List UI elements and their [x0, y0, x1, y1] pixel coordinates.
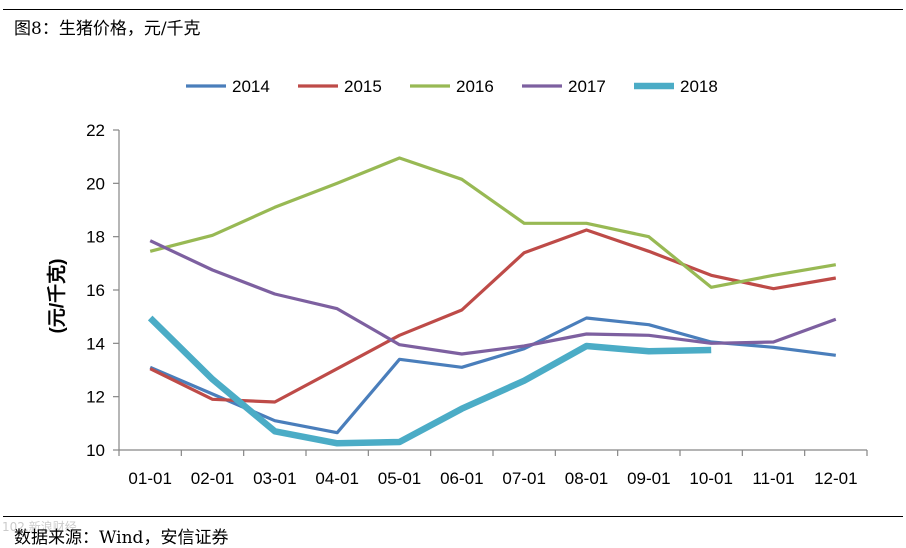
y-tick-label: 10 [86, 441, 105, 460]
series-lines [147, 156, 837, 447]
y-axis-label: (元/千克) [45, 259, 68, 334]
figure-caption: 图8：生猪价格，元/千克 [14, 19, 201, 39]
legend-label-2017: 2017 [568, 77, 606, 96]
x-tick-label: 09-01 [627, 469, 670, 488]
series-line-2018 [147, 315, 712, 447]
x-tick-label: 11-01 [752, 469, 794, 488]
y-tick-label: 12 [86, 388, 105, 407]
legend-label-2015: 2015 [344, 77, 382, 96]
x-tick-label: 07-01 [502, 469, 545, 488]
series-line-2017 [149, 239, 837, 356]
source-note: 数据来源：Wind，安信证券 [14, 528, 229, 548]
x-tick-label: 08-01 [565, 469, 608, 488]
x-tick-label: 03-01 [253, 469, 296, 488]
bottom-rule [3, 516, 903, 517]
series-line-2015 [149, 228, 837, 404]
x-tick-label: 02-01 [191, 469, 234, 488]
x-tick-label: 01-01 [128, 469, 171, 488]
x-tick-label: 06-01 [440, 469, 483, 488]
legend-label-2018: 2018 [680, 77, 718, 96]
x-tick-label: 05-01 [378, 469, 421, 488]
x-tick-label: 12-01 [814, 469, 857, 488]
y-axis: 10 12 14 16 18 20 22 [86, 121, 120, 460]
x-axis: 01-01 02-01 03-01 04-01 05-01 06-01 07-01 08-01… [118, 449, 868, 488]
y-tick-label: 22 [86, 121, 105, 140]
y-tick-label: 14 [86, 334, 105, 353]
chart-legend: 2014 2015 2016 2017 2018 [186, 77, 718, 96]
legend-label-2016: 2016 [456, 77, 494, 96]
series-line-2016 [149, 156, 837, 289]
x-tick-label: 04-01 [315, 469, 358, 488]
y-tick-label: 16 [86, 281, 105, 300]
legend-label-2014: 2014 [232, 77, 270, 96]
y-tick-label: 20 [86, 174, 105, 193]
watermark: 102.新浪财经 [2, 520, 77, 534]
y-tick-label: 18 [86, 228, 105, 247]
top-rule [3, 9, 903, 10]
x-tick-label: 10-01 [689, 469, 732, 488]
